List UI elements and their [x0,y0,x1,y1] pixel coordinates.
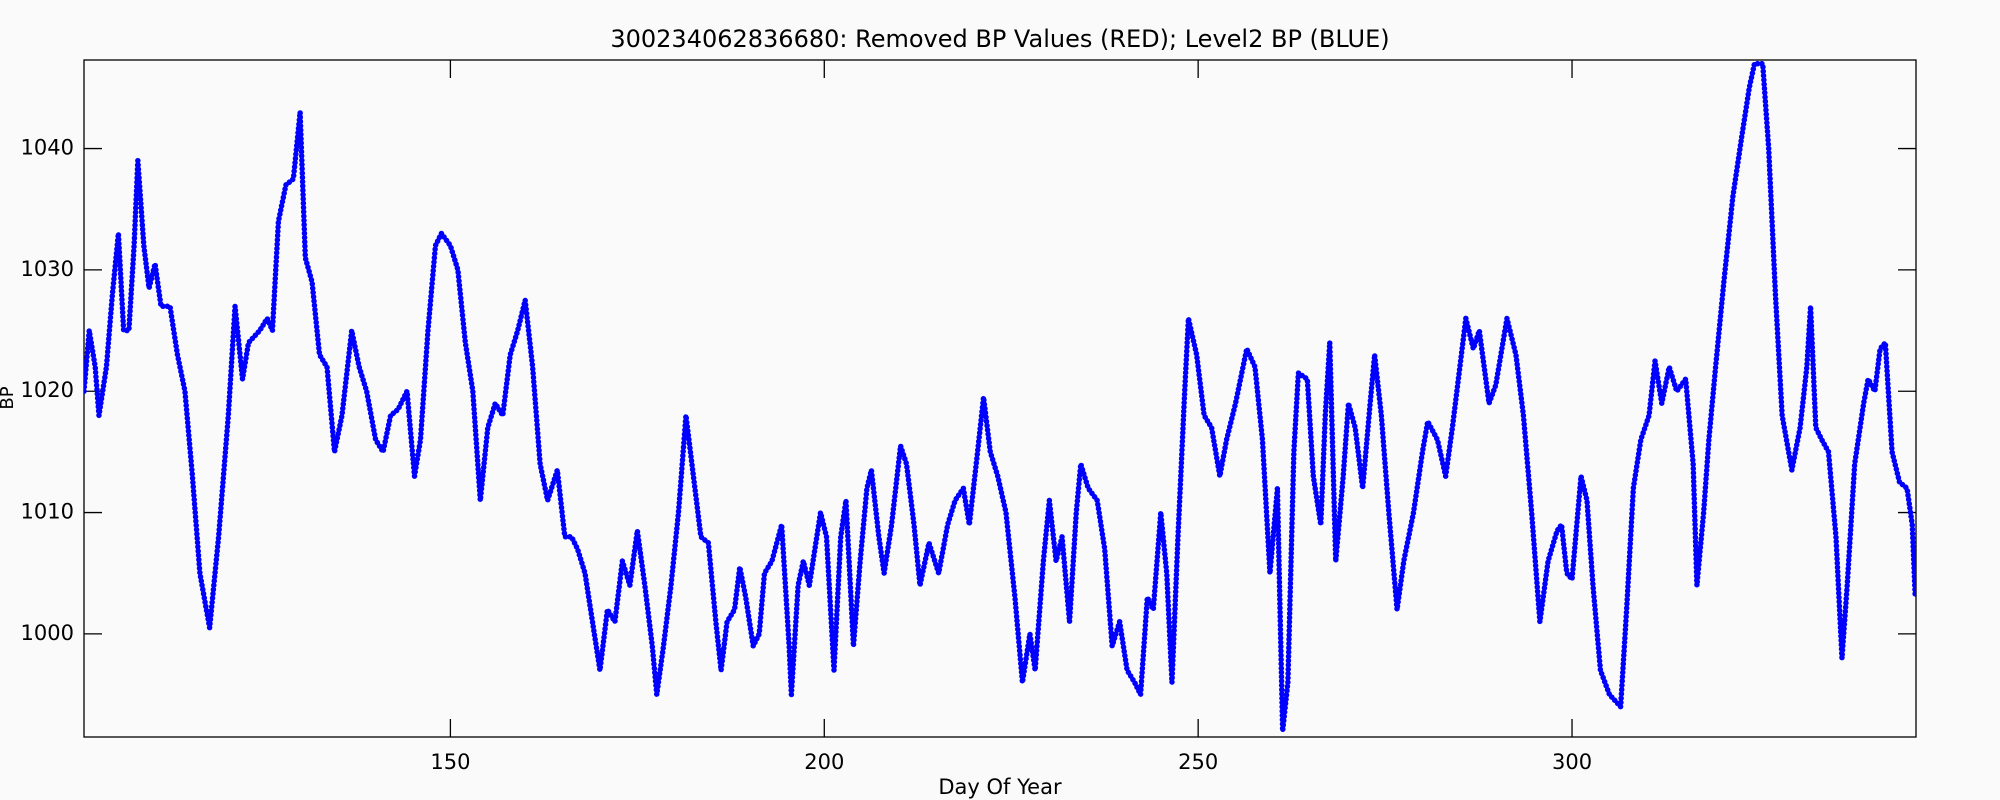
y-axis-label: BP [0,386,18,409]
x-tick-label: 300 [1552,750,1592,774]
x-tick-label: 250 [1178,750,1218,774]
y-tick-label: 1030 [21,257,74,281]
x-axis-label: Day Of Year [938,775,1062,799]
x-tick-label: 200 [804,750,844,774]
y-tick-label: 1020 [21,378,74,402]
y-tick-label: 1010 [21,500,74,524]
plot-frame [83,59,1917,738]
y-tick-label: 1000 [21,621,74,645]
y-tick-label: 1040 [21,136,74,160]
x-tick-label: 150 [430,750,470,774]
chart-title: 300234062836680: Removed BP Values (RED)… [610,25,1389,53]
data-points [84,60,1916,734]
